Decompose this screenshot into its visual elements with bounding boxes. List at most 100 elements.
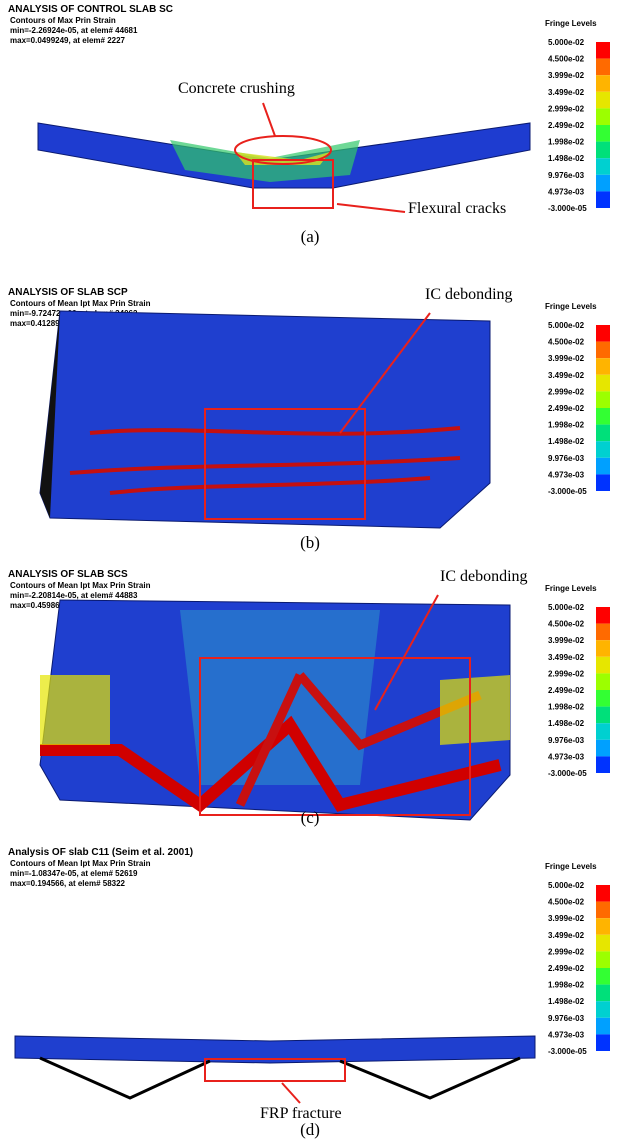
legend-label: 4.973e-03 [548, 187, 585, 196]
legend-label: 4.973e-03 [548, 470, 585, 479]
legend-swatch [596, 191, 610, 208]
legend-swatch [596, 657, 610, 674]
legend-swatch [596, 425, 610, 442]
panel-title: Analysis OF slab C11 (Seim et al. 2001) [8, 847, 193, 858]
legend-swatch [596, 1034, 610, 1051]
panel-info: Contours of Mean Ipt Max Prin Strain [10, 581, 151, 590]
legend-label: 3.999e-02 [548, 71, 585, 80]
legend-label: 3.499e-02 [548, 931, 585, 940]
legend-label: 2.999e-02 [548, 947, 585, 956]
panel-info: Contours of Max Prin Strain [10, 16, 116, 25]
legend-label: 1.998e-02 [548, 981, 585, 990]
legend-swatch [596, 607, 610, 624]
legend-swatch [596, 458, 610, 475]
legend-label: 1.498e-02 [548, 154, 585, 163]
legend-swatch [596, 918, 610, 935]
legend-label: 4.500e-02 [548, 338, 585, 347]
legend-swatch [596, 951, 610, 968]
arrow [337, 204, 405, 212]
legend-label: 4.500e-02 [548, 620, 585, 629]
legend-swatch [596, 690, 610, 707]
legend-swatch [596, 59, 610, 76]
caption: (a) [301, 227, 320, 246]
panel-title: ANALYSIS OF CONTROL SLAB SC [8, 4, 173, 15]
panel-info: min=-2.26924e-05, at elem# 44681 [10, 26, 138, 35]
legend-swatch [596, 756, 610, 773]
legend-label: 4.973e-03 [548, 1030, 585, 1039]
legend-label: 9.976e-03 [548, 171, 585, 180]
legend-swatch [596, 175, 610, 192]
legend-swatch [596, 723, 610, 740]
legend-swatch [596, 968, 610, 985]
legend-swatch [596, 1001, 610, 1018]
legend-swatch [596, 358, 610, 375]
legend-label: -3.000e-05 [548, 487, 587, 496]
legend-label: 1.498e-02 [548, 437, 585, 446]
legend-label: -3.000e-05 [548, 769, 587, 778]
legend-label: 2.499e-02 [548, 404, 585, 413]
legend-swatch [596, 902, 610, 919]
annotation: IC debonding [425, 286, 513, 303]
panel-info: Contours of Mean Ipt Max Prin Strain [10, 859, 151, 868]
legend-label: 2.499e-02 [548, 964, 585, 973]
legend-swatch [596, 474, 610, 491]
legend-label: 3.999e-02 [548, 914, 585, 923]
legend-label: 1.498e-02 [548, 719, 585, 728]
legend-swatch [596, 408, 610, 425]
legend-swatch [596, 325, 610, 342]
strain-zone [180, 610, 380, 785]
legend-label: 3.999e-02 [548, 354, 585, 363]
panel-info: Contours of Mean Ipt Max Prin Strain [10, 299, 151, 308]
legend-title: Fringe Levels [545, 862, 597, 871]
legend-swatch [596, 985, 610, 1002]
legend-swatch [596, 935, 610, 952]
legend-swatch [596, 624, 610, 641]
legend-swatch [596, 375, 610, 392]
legend-label: 9.976e-03 [548, 1014, 585, 1023]
frp-sag [40, 1058, 520, 1098]
panel-info: max=0.194566, at elem# 58322 [10, 879, 126, 888]
legend-swatch [596, 441, 610, 458]
legend-swatch [596, 342, 610, 359]
slab [40, 311, 490, 528]
legend-swatch [596, 108, 610, 125]
legend-swatch [596, 142, 610, 159]
legend-label: 4.973e-03 [548, 752, 585, 761]
legend-label: 5.000e-02 [548, 881, 585, 890]
panel-info: min=-1.08347e-05, at elem# 52619 [10, 869, 138, 878]
panel-info: min=-2.20814e-05, at elem# 44883 [10, 591, 138, 600]
legend-label: -3.000e-05 [548, 204, 587, 213]
arrow [263, 103, 275, 136]
legend-swatch [596, 125, 610, 142]
legend-title: Fringe Levels [545, 19, 597, 28]
legend-swatch [596, 42, 610, 59]
annotation: Concrete crushing [178, 80, 295, 97]
legend-label: 1.998e-02 [548, 703, 585, 712]
panel: Analysis OF slab C11 (Seim et al. 2001)C… [8, 847, 610, 1139]
caption: (c) [301, 808, 320, 827]
legend-label: 3.999e-02 [548, 636, 585, 645]
legend-label: 4.500e-02 [548, 898, 585, 907]
legend-swatch [596, 1018, 610, 1035]
legend-label: 2.499e-02 [548, 121, 585, 130]
panel: ANALYSIS OF SLAB SCSContours of Mean Ipt… [8, 568, 610, 827]
legend-label: 2.999e-02 [548, 104, 585, 113]
legend-label: 2.999e-02 [548, 669, 585, 678]
legend-swatch [596, 640, 610, 657]
legend-swatch [596, 673, 610, 690]
caption: (d) [300, 1120, 320, 1139]
legend-label: 5.000e-02 [548, 321, 585, 330]
legend-label: 1.498e-02 [548, 997, 585, 1006]
annotation: IC debonding [440, 568, 528, 585]
panel-title: ANALYSIS OF SLAB SCS [8, 569, 128, 580]
legend-label: 1.998e-02 [548, 421, 585, 430]
legend-label: 9.976e-03 [548, 454, 585, 463]
legend-label: 3.499e-02 [548, 88, 585, 97]
legend-swatch [596, 707, 610, 724]
panel-info: max=0.0499249, at elem# 2227 [10, 36, 126, 45]
legend-swatch [596, 391, 610, 408]
panel-title: ANALYSIS OF SLAB SCP [8, 287, 128, 298]
legend-label: -3.000e-05 [548, 1047, 587, 1056]
legend-label: 3.499e-02 [548, 371, 585, 380]
